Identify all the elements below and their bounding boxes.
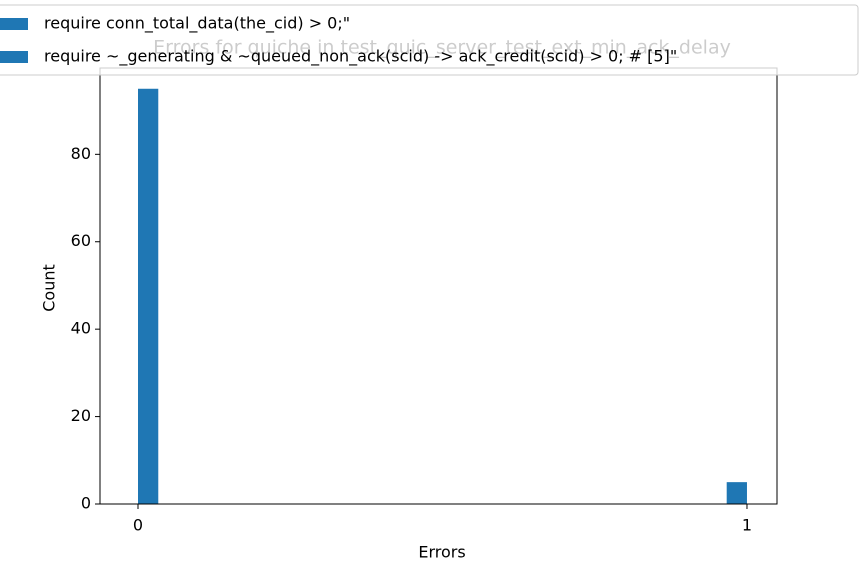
legend-label: require ~_generating & ~queued_non_ack(s… xyxy=(44,47,677,67)
x-tick-label: 0 xyxy=(133,516,143,535)
y-tick-label: 20 xyxy=(71,406,91,425)
legend-label: require conn_total_data(the_cid) > 0;" xyxy=(44,14,350,34)
y-tick-label: 40 xyxy=(71,319,91,338)
legend-box xyxy=(0,4,859,76)
y-tick-label: 60 xyxy=(71,231,91,250)
legend-swatch xyxy=(0,18,28,30)
x-tick-label: 1 xyxy=(742,516,752,535)
x-axis-label: Errors xyxy=(418,543,465,562)
y-tick-label: 0 xyxy=(81,494,91,513)
bar xyxy=(726,482,747,504)
y-tick-label: 80 xyxy=(71,144,91,163)
y-axis-label: Count xyxy=(40,264,59,312)
legend-swatch xyxy=(0,51,28,63)
bar xyxy=(138,88,159,504)
axes-frame xyxy=(99,67,778,505)
